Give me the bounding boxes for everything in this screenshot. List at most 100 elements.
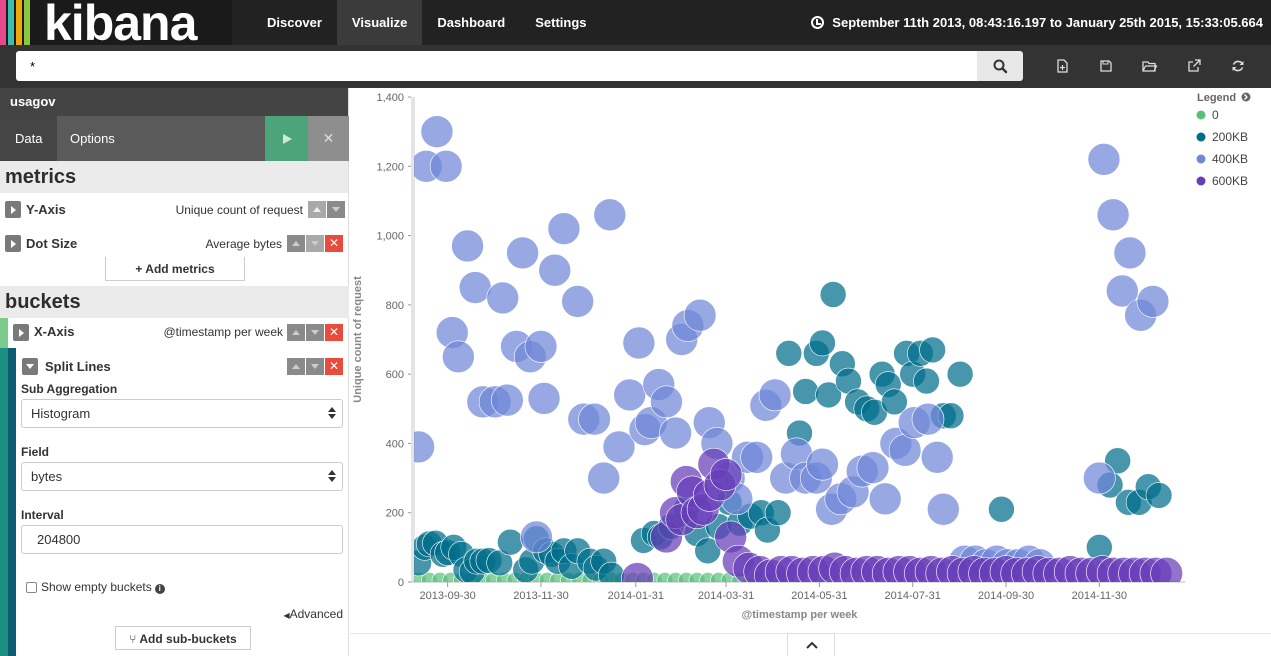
add-metrics-button[interactable]: + Add metrics [105,257,245,281]
search-button[interactable] [977,51,1023,81]
move-down-button[interactable] [306,324,324,341]
legend-swatch [1196,176,1206,186]
x-axis-title: @timestamp per week [742,609,859,621]
legend-swatch [1196,154,1206,164]
share-button[interactable] [1172,51,1216,81]
clock-icon [811,16,825,29]
interval-input[interactable]: 204800 [21,525,343,554]
sidebar-tabs: Data Options ✕ [0,116,349,161]
data-point-400kb [547,212,581,245]
data-point-200kb [694,537,722,565]
show-empty-buckets-checkbox[interactable] [26,582,37,593]
move-up-button[interactable] [287,324,305,341]
data-point-600kb [1150,557,1183,582]
field-label: Field [21,445,50,459]
move-down-button[interactable] [327,201,345,218]
add-sub-buckets-button[interactable]: ⑂ Add sub-buckets [115,626,251,650]
data-point-400kb [683,298,717,332]
nav-link-visualize[interactable]: Visualize [336,0,423,45]
data-point-200kb [775,340,803,367]
legend-entry[interactable]: 400KB [1212,152,1248,166]
save-icon [1100,60,1112,72]
logo-color-bars [0,0,32,45]
save-button[interactable] [1084,51,1128,81]
data-point-200kb [815,381,842,409]
x-tick-label: 2014-03-31 [698,590,754,602]
show-empty-buckets-label: Show empty buckets [41,580,152,594]
remove-agg-button[interactable]: ✕ [325,324,343,341]
logo-bar [0,0,6,45]
nav-link-discover[interactable]: Discover [267,15,322,30]
agg-color-stripe [0,318,8,656]
data-point-400kb [587,461,620,495]
legend-entry[interactable]: 0 [1212,108,1219,122]
move-up-button[interactable] [308,201,326,218]
logo-wordmark: kibana [44,0,197,45]
agg-controls [307,201,345,218]
time-picker[interactable]: September 11th 2013, 08:43:16.197 to Jan… [811,0,1263,45]
search-input[interactable] [16,51,978,81]
legend-entry[interactable]: 600KB [1212,174,1248,188]
open-button[interactable] [1128,51,1172,81]
collapse-caret-icon[interactable] [22,358,38,375]
logo-bar [8,0,14,45]
refresh-button[interactable] [1216,51,1260,81]
time-range-label: September 11th 2013, 08:43:16.197 to Jan… [832,15,1263,30]
legend-entry[interactable]: 200KB [1212,130,1248,144]
chevron-right-icon [1244,94,1248,100]
sub-aggregation-select[interactable]: Histogram [21,399,343,428]
data-point-400kb [458,271,492,304]
x-tick-label: 2014-05-31 [791,590,847,602]
kibana-logo[interactable]: kibana [0,0,232,45]
data-point-200kb [792,378,819,405]
caret-left-icon: ◀ [283,611,290,620]
select-arrows-icon [328,470,336,483]
agg-description: @timestamp per week [163,325,283,339]
tab-options[interactable]: Options [70,131,115,146]
move-down-button[interactable] [306,358,324,375]
search-box [16,51,978,81]
expand-caret-icon[interactable] [5,201,21,218]
data-point-400kb [524,330,558,363]
data-point-400kb [414,430,435,464]
metric-y-axis: Y-Axis Unique count of request [0,193,348,227]
bucket-split-lines: Split Lines ✕ [0,352,349,382]
new-visualization-button[interactable] [1040,51,1084,81]
x-tick-label: 2014-09-30 [978,590,1034,602]
x-tick-label: 2013-09-30 [420,590,476,602]
data-point-400kb [740,440,773,474]
agg-controls: ✕ [286,324,343,341]
open-folder-icon [1142,61,1158,72]
tab-data[interactable]: Data [0,116,58,161]
legend-title: Legend [1197,92,1236,104]
close-icon: ✕ [322,130,335,146]
apply-changes-button[interactable] [265,116,308,161]
field-select[interactable]: bytes [21,462,343,491]
move-up-button[interactable] [287,235,305,252]
share-icon [1188,59,1201,72]
data-point-600kb [621,562,654,582]
agg-description: Unique count of request [175,203,303,217]
nav-link-dashboard[interactable]: Dashboard [437,15,506,30]
move-down-button[interactable] [306,235,324,252]
expand-caret-icon[interactable] [5,235,21,252]
data-point-400kb [622,326,656,360]
data-point-400kb [911,402,945,436]
main-nav: Discover Visualize Dashboard Settings [252,0,602,45]
data-point-400kb [1083,461,1116,495]
remove-agg-button[interactable]: ✕ [325,358,343,375]
plot-area [414,115,1183,582]
select-arrows-icon [328,407,336,420]
move-up-button[interactable] [287,358,305,375]
data-point-400kb [442,340,475,374]
toolbar [1040,51,1260,81]
legend-toggle-icon[interactable] [1241,92,1251,102]
discard-changes-button[interactable]: ✕ [308,116,349,161]
spy-toggle-button[interactable] [787,633,835,656]
remove-agg-button[interactable]: ✕ [325,235,343,252]
expand-caret-icon[interactable] [13,324,29,341]
data-point-400kb [926,492,960,526]
data-point-400kb [538,253,572,287]
nav-link-settings[interactable]: Settings [535,15,587,30]
advanced-toggle[interactable]: ◀Advanced [283,607,343,621]
